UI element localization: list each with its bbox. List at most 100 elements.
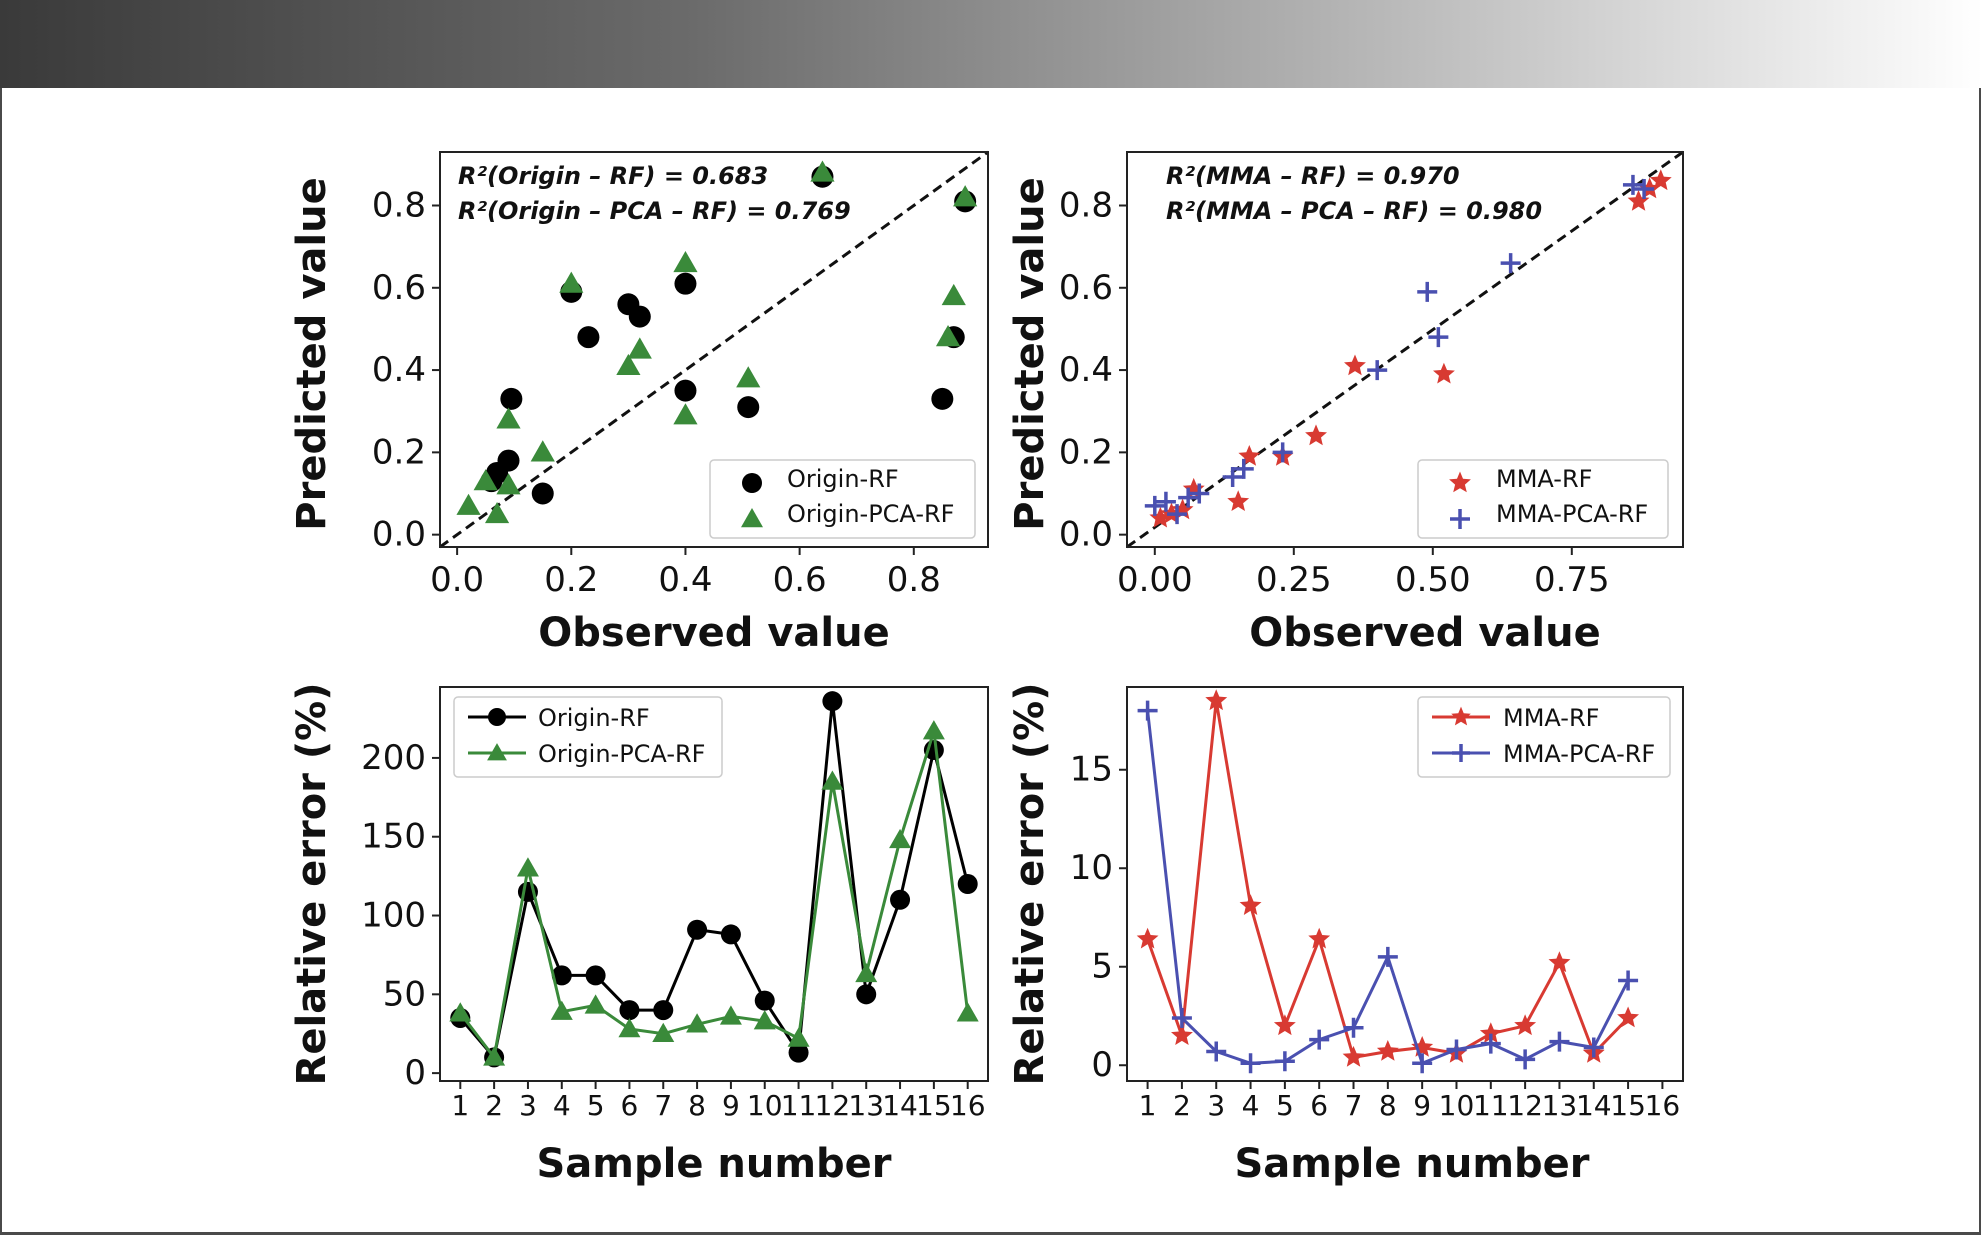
legend-label-mma-rf: MMA-RF bbox=[1503, 704, 1599, 732]
y-tick-label: 50 bbox=[383, 974, 426, 1014]
data-point bbox=[500, 387, 523, 410]
data-point bbox=[1548, 951, 1571, 973]
data-point bbox=[890, 889, 911, 910]
x-tick-label: 0.25 bbox=[1256, 560, 1332, 600]
x-tick-label: 10 bbox=[747, 1089, 783, 1122]
data-point bbox=[1136, 927, 1159, 949]
x-tick-label: 4 bbox=[553, 1089, 571, 1122]
x-tick-label: 3 bbox=[519, 1089, 537, 1122]
x-tick-label: 4 bbox=[1242, 1089, 1260, 1122]
data-point bbox=[1433, 362, 1455, 384]
data-point bbox=[652, 1022, 675, 1042]
data-point bbox=[753, 1010, 776, 1030]
data-point bbox=[1222, 467, 1243, 488]
data-point bbox=[1238, 445, 1261, 466]
data-point bbox=[686, 1013, 709, 1033]
data-point bbox=[956, 1002, 979, 1022]
x-tick-label: 12 bbox=[815, 1089, 851, 1122]
x-tick-label: 9 bbox=[722, 1089, 740, 1122]
data-point bbox=[584, 994, 607, 1014]
data-point bbox=[1417, 281, 1438, 302]
y-axis-title: Relative error (%) bbox=[1007, 683, 1053, 1086]
annotation-r2-mma-rf: R²(MMA – RF) = 0.970 bbox=[1166, 162, 1460, 190]
data-point bbox=[1272, 442, 1293, 463]
x-axis-title: Sample number bbox=[537, 1141, 892, 1187]
data-point bbox=[719, 1005, 742, 1025]
x-tick-label: 0.00 bbox=[1117, 560, 1193, 600]
data-point bbox=[1480, 1033, 1501, 1054]
data-point bbox=[496, 407, 521, 429]
x-axis-title: Sample number bbox=[1235, 1141, 1590, 1187]
data-point bbox=[1273, 1014, 1296, 1036]
x-tick-label: 1 bbox=[451, 1089, 469, 1122]
x-tick-label: 9 bbox=[1413, 1089, 1431, 1122]
x-tick-label: 0.6 bbox=[773, 560, 827, 600]
series-line bbox=[459, 730, 970, 1062]
data-point bbox=[737, 396, 760, 419]
data-point bbox=[497, 449, 520, 472]
legend-marker bbox=[741, 508, 763, 528]
data-point bbox=[1167, 504, 1188, 525]
data-point bbox=[516, 857, 539, 877]
x-tick-label: 0.4 bbox=[658, 560, 712, 600]
x-tick-label: 2 bbox=[485, 1089, 503, 1122]
data-point bbox=[1206, 1041, 1227, 1062]
x-tick-label: 6 bbox=[1310, 1089, 1328, 1122]
legend-label-mma-pca-rf: MMA-PCA-RF bbox=[1503, 740, 1655, 768]
x-tick-label: 3 bbox=[1207, 1089, 1225, 1122]
identity-diagonal-line bbox=[439, 150, 989, 549]
data-point bbox=[1343, 1017, 1364, 1038]
data-point bbox=[456, 493, 481, 515]
figure-frame bbox=[0, 88, 1981, 1235]
data-point bbox=[941, 283, 966, 306]
legend-label-origin-pca-rf: Origin-PCA-RF bbox=[538, 740, 705, 768]
legend-marker bbox=[742, 473, 762, 493]
x-tick-label: 11 bbox=[1473, 1089, 1509, 1122]
x-tick-label: 8 bbox=[688, 1089, 706, 1122]
y-tick-label: 0.8 bbox=[1059, 185, 1113, 225]
legend-marker bbox=[487, 743, 507, 761]
series-mma-pca-rf bbox=[1144, 174, 1655, 525]
data-point bbox=[496, 473, 521, 495]
y-tick-label: 15 bbox=[1070, 750, 1113, 790]
data-point bbox=[821, 770, 844, 790]
y-tick-label: 200 bbox=[361, 738, 426, 778]
y-tick-label: 0.4 bbox=[372, 350, 426, 390]
data-point bbox=[585, 965, 606, 986]
x-tick-label: 8 bbox=[1379, 1089, 1397, 1122]
y-axis-title: Relative error (%) bbox=[289, 683, 335, 1086]
x-tick-label: 15 bbox=[1610, 1089, 1646, 1122]
legend-marker bbox=[1452, 744, 1470, 762]
x-tick-label: 0.75 bbox=[1534, 560, 1610, 600]
y-tick-label: 150 bbox=[361, 817, 426, 857]
data-point bbox=[1182, 477, 1205, 499]
identity-diagonal-line bbox=[1126, 150, 1684, 549]
data-point bbox=[550, 1000, 573, 1020]
data-point bbox=[1411, 1036, 1434, 1057]
data-point bbox=[473, 469, 498, 491]
y-tick-label: 0.0 bbox=[1059, 515, 1113, 555]
y-tick-label: 5 bbox=[1091, 947, 1113, 987]
y-tick-label: 0.2 bbox=[372, 432, 426, 472]
x-tick-label: 10 bbox=[1439, 1089, 1475, 1122]
data-point bbox=[935, 325, 961, 347]
legend: Origin-RF Origin-PCA-RF bbox=[709, 459, 976, 539]
legend-marker bbox=[1451, 706, 1471, 726]
x-tick-label: 13 bbox=[848, 1089, 884, 1122]
y-tick-label: 0.6 bbox=[1059, 268, 1113, 308]
y-tick-label: 0.4 bbox=[1059, 350, 1113, 390]
x-axis-title: Observed value bbox=[1249, 610, 1600, 656]
data-point bbox=[1344, 354, 1366, 376]
data-point bbox=[449, 1002, 472, 1022]
y-tick-label: 0.2 bbox=[1059, 432, 1113, 472]
data-point bbox=[1240, 1053, 1261, 1074]
x-tick-label: 16 bbox=[1645, 1089, 1681, 1122]
y-tick-label: 0.6 bbox=[372, 268, 426, 308]
legend-label-origin-rf: Origin-RF bbox=[538, 704, 650, 732]
data-point bbox=[787, 1027, 810, 1047]
data-point bbox=[1227, 490, 1250, 511]
data-point bbox=[1428, 327, 1449, 348]
